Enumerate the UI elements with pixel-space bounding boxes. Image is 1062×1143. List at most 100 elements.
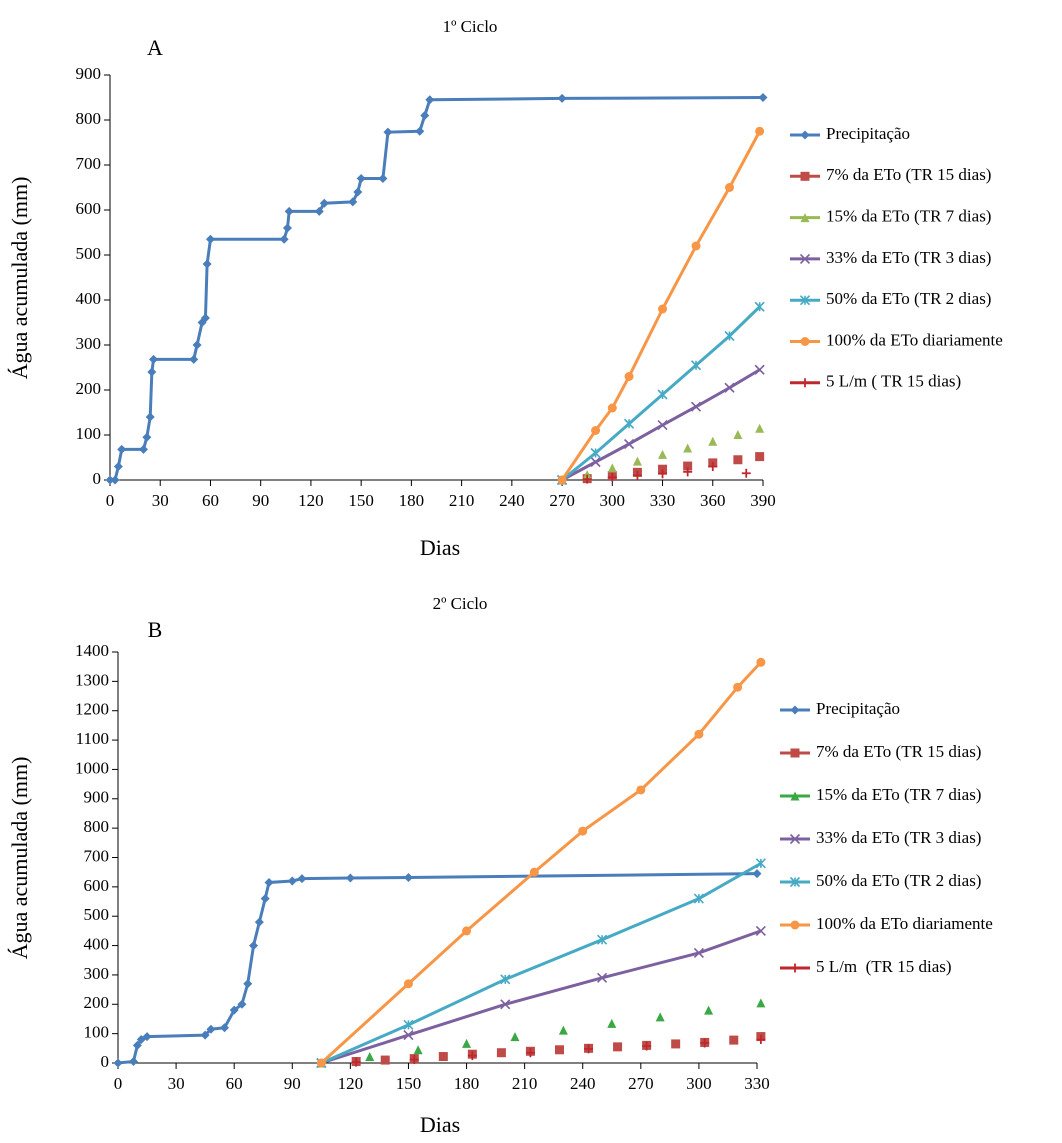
y-tick-label: 800 <box>84 817 110 836</box>
y-tick-label: 1000 <box>75 758 109 777</box>
marker <box>413 1045 423 1055</box>
y-tick-label: 700 <box>84 846 110 865</box>
marker <box>724 330 735 342</box>
x-tick-label: 150 <box>348 491 374 510</box>
marker <box>383 127 393 137</box>
marker <box>192 340 202 350</box>
y-tick-label: 400 <box>84 934 110 953</box>
legend-label: 5 L/m (TR 15 dias) <box>816 957 952 976</box>
legend-label: 50% da ETo (TR 2 dias) <box>816 871 981 890</box>
marker <box>409 1054 419 1064</box>
marker <box>597 934 608 945</box>
marker <box>110 475 120 485</box>
x-tick-label: 270 <box>628 1074 654 1093</box>
marker <box>345 873 355 883</box>
marker <box>693 947 704 958</box>
marker <box>607 1018 617 1028</box>
x-tick-label: 60 <box>202 491 219 510</box>
x-tick-label: 240 <box>570 1074 596 1093</box>
y-tick-label: 500 <box>76 244 102 263</box>
marker <box>558 1025 568 1035</box>
marker <box>529 867 539 877</box>
marker <box>752 869 762 879</box>
legend-label: 15% da ETo (TR 7 dias) <box>816 785 981 804</box>
y-axis-label: Água acumulada (mm) <box>7 177 32 380</box>
chart-title: 2º Ciclo <box>433 594 488 613</box>
y-tick-label: 900 <box>76 64 102 83</box>
marker <box>623 438 635 450</box>
marker <box>733 430 743 440</box>
marker <box>658 304 668 314</box>
marker <box>683 467 693 477</box>
y-tick-label: 1100 <box>76 729 109 748</box>
marker <box>655 1012 665 1022</box>
marker <box>591 426 601 435</box>
marker <box>462 1038 472 1048</box>
marker <box>557 475 567 485</box>
marker <box>132 1040 142 1050</box>
y-tick-label: 600 <box>84 876 110 895</box>
marker <box>138 444 148 454</box>
marker <box>117 444 127 454</box>
marker <box>319 198 329 208</box>
marker <box>284 206 294 216</box>
marker <box>403 872 413 882</box>
marker <box>756 657 766 667</box>
marker <box>691 241 701 251</box>
marker <box>613 1042 623 1052</box>
legend-label: 15% da ETo (TR 7 dias) <box>826 207 991 226</box>
marker <box>693 893 704 904</box>
marker <box>708 462 718 471</box>
marker <box>733 682 743 692</box>
marker <box>420 111 430 120</box>
marker <box>297 874 307 884</box>
y-tick-label: 900 <box>84 788 110 807</box>
marker <box>351 1057 361 1067</box>
marker <box>800 378 810 388</box>
x-tick-label: 120 <box>338 1074 364 1093</box>
marker <box>438 1052 448 1062</box>
legend-label: 5 L/m ( TR 15 dias) <box>826 372 961 391</box>
x-tick-label: 90 <box>252 491 269 510</box>
marker <box>799 295 811 306</box>
marker <box>403 1019 414 1030</box>
marker <box>264 877 274 887</box>
legend-label: 100% da ETo diariamente <box>816 914 993 933</box>
x-tick-label: 120 <box>298 491 324 510</box>
x-tick-label: 90 <box>284 1074 301 1093</box>
x-tick-label: 300 <box>686 1074 712 1093</box>
marker <box>704 1005 714 1015</box>
x-tick-label: 0 <box>106 491 115 510</box>
marker <box>510 1032 520 1042</box>
marker <box>755 423 765 433</box>
legend-label: 7% da ETo (TR 15 dias) <box>816 742 981 761</box>
y-tick-label: 700 <box>76 154 102 173</box>
marker <box>708 436 718 446</box>
x-tick-label: 360 <box>700 491 726 510</box>
marker <box>623 418 635 429</box>
marker <box>229 1005 239 1015</box>
marker <box>243 979 253 989</box>
marker <box>189 354 199 364</box>
x-tick-label: 150 <box>396 1074 422 1093</box>
marker <box>249 941 259 951</box>
series-line <box>117 872 758 1065</box>
marker <box>582 474 592 484</box>
marker <box>220 1023 229 1033</box>
x-tick-label: 300 <box>600 491 626 510</box>
x-axis-label: Dias <box>420 535 460 560</box>
marker <box>254 917 264 927</box>
marker <box>755 452 765 462</box>
marker <box>790 791 800 801</box>
marker <box>607 472 617 482</box>
y-tick-label: 100 <box>76 424 102 443</box>
marker <box>607 463 617 473</box>
y-tick-label: 400 <box>76 289 102 308</box>
y-tick-label: 1300 <box>75 670 109 689</box>
marker <box>632 471 642 480</box>
marker <box>724 382 735 393</box>
marker <box>632 456 642 466</box>
y-tick-label: 500 <box>84 905 110 924</box>
marker <box>733 455 743 465</box>
marker <box>206 1024 216 1034</box>
